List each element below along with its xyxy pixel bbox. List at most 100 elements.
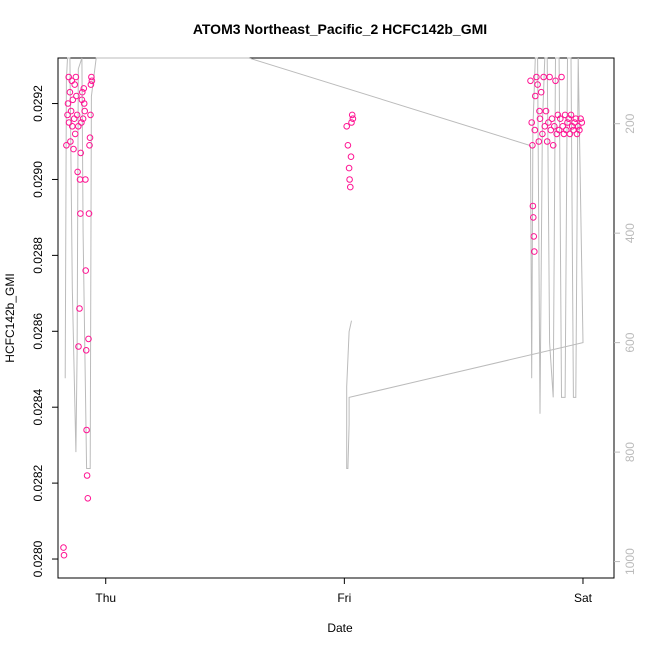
data-point: [572, 115, 580, 122]
data-point: [86, 134, 94, 141]
data-point: [577, 115, 584, 122]
data-point: [77, 149, 84, 157]
data-point: [87, 111, 94, 119]
y-tick-label: 0.0284: [31, 389, 45, 426]
data-point: [80, 85, 88, 92]
right-tick-label: 200: [623, 113, 637, 133]
data-point: [71, 81, 78, 88]
data-point: [74, 168, 81, 176]
y-axis-right: 200 400 600 800 1000: [614, 113, 637, 575]
data-point: [85, 210, 93, 217]
data-point: [79, 88, 86, 96]
x-tick-label: Thu: [95, 591, 116, 605]
data-point: [64, 111, 71, 119]
data-point: [348, 111, 356, 119]
data-point: [552, 77, 559, 85]
x-tick-label: Sat: [574, 591, 593, 605]
data-point: [558, 73, 565, 81]
data-point: [576, 126, 583, 134]
y-tick-label: 0.0292: [31, 85, 45, 122]
data-point: [541, 123, 549, 130]
data-point: [571, 119, 578, 126]
data-point: [63, 142, 70, 149]
y-tick-label: 0.0286: [31, 313, 45, 350]
data-point: [530, 233, 538, 240]
data-point: [78, 119, 85, 126]
data-point: [545, 119, 552, 126]
right-tick-label: 1000: [623, 548, 637, 575]
right-tick-label: 600: [623, 332, 637, 352]
data-point: [72, 73, 80, 81]
data-point: [83, 472, 91, 479]
data-point: [82, 176, 89, 183]
data-point: [536, 115, 544, 122]
data-point: [529, 202, 537, 210]
data-point: [85, 335, 92, 343]
data-point: [343, 123, 351, 130]
y-axis-left: 0.0280 0.0282 0.0284 0.0286 0.0288 0.0290 0.02…: [31, 85, 58, 577]
data-point: [348, 119, 355, 126]
data-point: [76, 305, 83, 312]
data-point: [88, 73, 95, 81]
chart-title: ATOM3 Northeast_Pacific_2 HCFC142b_GMI: [193, 21, 487, 37]
data-point: [564, 119, 571, 126]
data-point: [70, 115, 78, 122]
data-point: [529, 142, 536, 149]
data-point: [533, 73, 540, 81]
data-point: [566, 130, 574, 138]
data-point: [346, 176, 353, 183]
data-point: [534, 81, 541, 88]
data-point: [86, 142, 93, 149]
data-point: [87, 81, 95, 88]
data-point: [555, 126, 563, 134]
data-point: [347, 153, 355, 160]
data-point: [75, 343, 82, 350]
data-point: [578, 119, 586, 126]
data-point: [82, 267, 89, 274]
data-point: [559, 123, 567, 130]
data-point: [528, 119, 536, 126]
y-axis-label: HCFC142b_GMI: [3, 273, 17, 362]
data-point: [73, 92, 80, 100]
data-point: [67, 138, 74, 145]
data-point: [77, 210, 84, 217]
data-point: [539, 130, 546, 138]
x-tick-label: Fri: [337, 591, 351, 605]
plot-frame: [57, 57, 615, 579]
x-axis: Thu Fri Sat: [95, 578, 593, 605]
data-point: [563, 126, 570, 134]
data-point: [537, 88, 545, 96]
data-point: [88, 77, 96, 85]
data-point: [527, 77, 534, 85]
data-point: [64, 100, 72, 107]
y-tick-label: 0.0280: [31, 540, 45, 577]
data-point: [71, 130, 79, 138]
data-point: [347, 183, 354, 191]
data-point: [551, 123, 558, 130]
data-point: [557, 115, 564, 122]
data-point: [70, 145, 77, 153]
data-point: [531, 248, 538, 255]
data-point: [542, 107, 550, 115]
right-tick-label: 800: [623, 442, 637, 462]
data-point: [344, 142, 352, 149]
data-point: [543, 138, 551, 145]
x-axis-label: Date: [327, 621, 353, 635]
data-point: [531, 126, 539, 134]
data-point: [349, 115, 357, 122]
data-point: [547, 126, 555, 134]
data-point: [83, 426, 90, 434]
data-point: [69, 96, 77, 104]
series-points-layer: [60, 73, 586, 559]
data-point: [60, 544, 67, 551]
data-point: [574, 123, 582, 130]
series-line-layer: [64, 57, 584, 469]
data-point: [535, 138, 543, 145]
data-point: [65, 119, 73, 126]
data-point: [536, 107, 543, 115]
y-tick-label: 0.0282: [31, 464, 45, 501]
data-point: [82, 347, 90, 354]
y-tick-label: 0.0290: [31, 161, 45, 198]
data-point: [567, 111, 575, 119]
